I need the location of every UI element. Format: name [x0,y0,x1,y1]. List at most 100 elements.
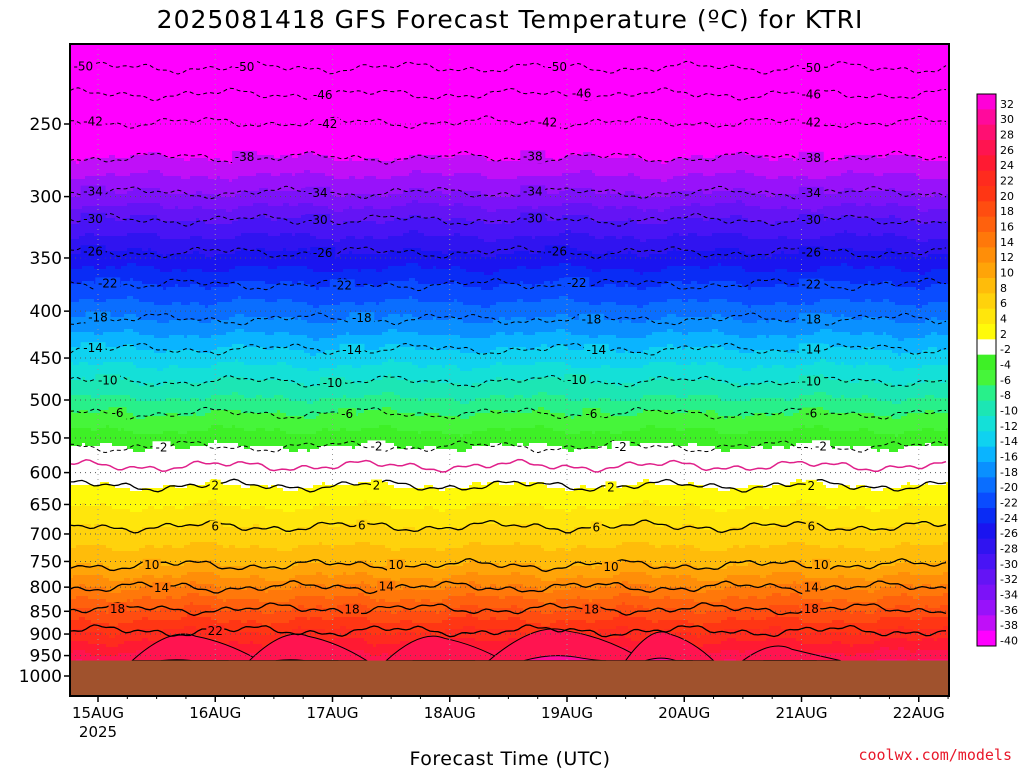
temperature-cell [91,653,94,656]
temperature-cell [76,179,79,182]
temperature-cell [100,491,103,494]
temperature-cell [79,599,82,602]
temperature-cell [103,536,106,539]
temperature-cell [103,158,106,161]
temperature-cell [73,404,76,407]
temperature-cell [85,521,88,524]
temperature-cell [79,422,82,425]
temperature-cell [100,443,103,446]
temperature-cell [109,47,112,50]
temperature-cell [91,101,94,104]
temperature-cell [103,209,106,212]
temperature-cell [91,530,94,533]
temperature-cell [79,428,82,431]
temperature-cell [73,341,76,344]
temperature-cell [100,86,103,89]
temperature-cell [76,230,79,233]
temperature-cell [109,635,112,638]
temperature-cell [76,401,79,404]
temperature-cell [100,548,103,551]
temperature-cell [88,599,91,602]
temperature-cell [82,80,85,83]
temperature-cell [106,623,109,626]
temperature-cell [91,596,94,599]
temperature-cell [112,545,115,548]
temperature-cell [73,521,76,524]
temperature-cell [73,527,76,530]
temperature-cell [76,503,79,506]
temperature-cell [76,110,79,113]
temperature-cell [82,281,85,284]
temperature-cell [73,644,76,647]
temperature-cell [85,545,88,548]
temperature-cell [82,491,85,494]
temperature-cell [73,263,76,266]
temperature-cell [91,524,94,527]
temperature-cell [94,362,97,365]
temperature-cell [103,101,106,104]
temperature-cell [91,170,94,173]
temperature-cell [85,149,88,152]
temperature-cell [79,296,82,299]
temperature-cell [79,416,82,419]
temperature-cell [100,389,103,392]
temperature-cell [103,461,106,464]
temperature-cell [106,434,109,437]
temperature-cell [82,311,85,314]
temperature-cell [94,56,97,59]
temperature-cell [85,461,88,464]
temperature-cell [79,392,82,395]
temperature-cell [91,149,94,152]
temperature-cell [97,500,100,503]
temperature-cell [88,650,91,653]
temperature-cell [91,398,94,401]
temperature-cell [91,146,94,149]
temperature-cell [100,143,103,146]
temperature-cell [73,476,76,479]
temperature-cell [88,422,91,425]
temperature-cell [76,644,79,647]
temperature-cell [88,278,91,281]
temperature-cell [91,236,94,239]
temperature-cell [103,233,106,236]
temperature-cell [82,206,85,209]
temperature-cell [82,425,85,428]
temperature-cell [106,242,109,245]
temperature-cell [82,392,85,395]
temperature-cell [112,137,115,140]
temperature-cell [106,332,109,335]
temperature-cell [79,50,82,53]
temperature-cell [88,638,91,641]
temperature-cell [106,392,109,395]
temperature-cell [82,272,85,275]
temperature-cell [73,512,76,515]
temperature-cell [94,476,97,479]
temperature-cell [112,323,115,326]
temperature-cell [112,332,115,335]
temperature-cell [100,620,103,623]
temperature-cell [88,335,91,338]
temperature-cell [94,74,97,77]
temperature-cell [73,95,76,98]
temperature-cell [106,233,109,236]
temperature-cell [85,170,88,173]
temperature-cell [88,326,91,329]
temperature-cell [112,629,115,632]
temperature-cell [91,464,94,467]
temperature-cell [73,599,76,602]
temperature-cell [82,389,85,392]
temperature-cell [76,131,79,134]
temperature-cell [109,218,112,221]
temperature-cell [100,395,103,398]
temperature-cell [103,440,106,443]
temperature-cell [73,635,76,638]
temperature-cell [79,545,82,548]
temperature-cell [103,407,106,410]
temperature-cell [109,236,112,239]
temperature-cell [106,125,109,128]
temperature-cell [94,50,97,53]
temperature-cell [109,641,112,644]
temperature-cell [82,476,85,479]
temperature-cell [85,359,88,362]
temperature-cell [109,509,112,512]
